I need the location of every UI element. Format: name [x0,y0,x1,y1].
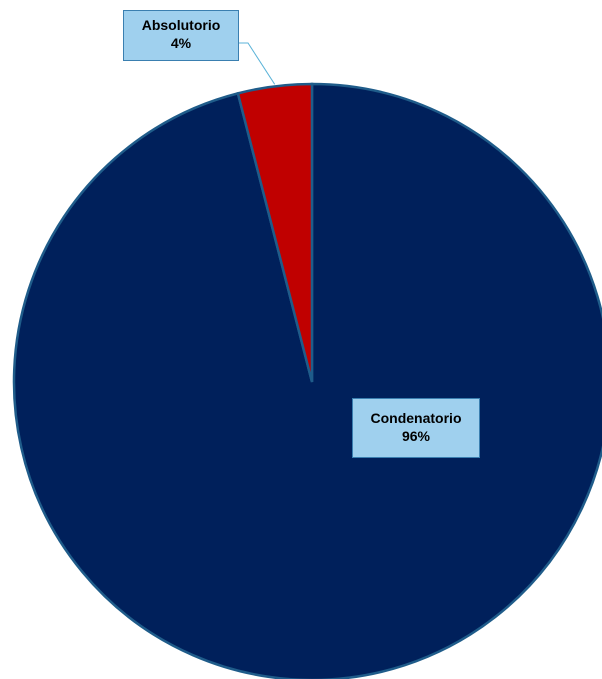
pie-slice-condenatorio [12,82,602,679]
data-label-absolutorio: Absolutorio 4% [123,10,239,61]
leader-line-absolutorio [239,42,276,85]
data-label-absolutorio-value: 4% [170,35,192,51]
data-label-condenatorio-value: 96% [401,428,431,444]
data-label-condenatorio: Condenatorio 96% [352,398,480,458]
data-label-absolutorio-category: Absolutorio [141,17,221,33]
pie-slice-absolutorio [236,82,314,383]
data-label-condenatorio-category: Condenatorio [370,410,462,426]
